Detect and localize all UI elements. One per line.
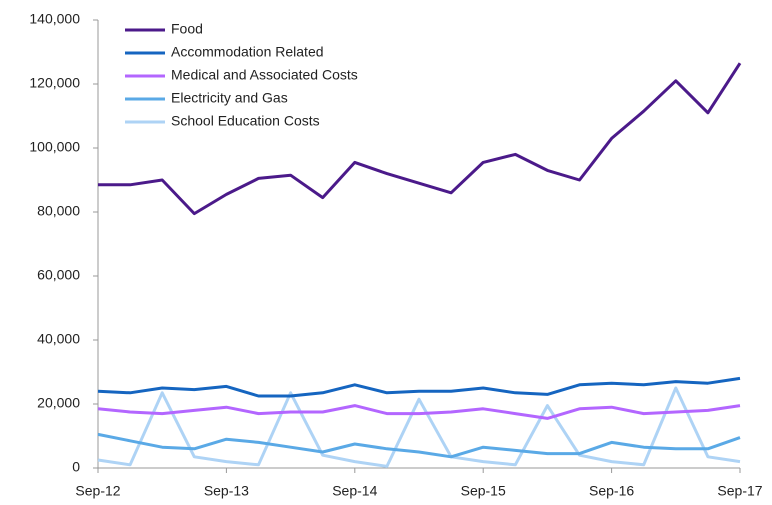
x-tick-label: Sep-13 xyxy=(204,483,249,499)
legend-label: School Education Costs xyxy=(171,113,320,129)
series-line xyxy=(97,432,741,459)
y-tick-label: 120,000 xyxy=(29,75,80,91)
series-line xyxy=(98,62,742,216)
series-line xyxy=(97,404,741,420)
x-tick-label: Sep-14 xyxy=(332,483,377,499)
y-tick-label: 40,000 xyxy=(37,331,80,347)
series-line xyxy=(97,376,741,398)
y-tick-label: 80,000 xyxy=(37,203,80,219)
legend-label: Food xyxy=(171,21,203,37)
y-tick-label: 0 xyxy=(72,459,80,475)
legend-label: Medical and Associated Costs xyxy=(171,67,358,83)
legend-label: Electricity and Gas xyxy=(171,90,288,106)
y-tick-label: 100,000 xyxy=(29,139,80,155)
series-line xyxy=(97,386,741,468)
x-tick-label: Sep-16 xyxy=(589,483,634,499)
x-tick-label: Sep-12 xyxy=(75,483,120,499)
legend-label: Accommodation Related xyxy=(171,44,324,60)
y-tick-label: 140,000 xyxy=(29,11,80,27)
y-tick-label: 60,000 xyxy=(37,267,80,283)
x-tick-label: Sep-17 xyxy=(717,483,762,499)
y-tick-label: 20,000 xyxy=(37,395,80,411)
x-tick-label: Sep-15 xyxy=(461,483,506,499)
